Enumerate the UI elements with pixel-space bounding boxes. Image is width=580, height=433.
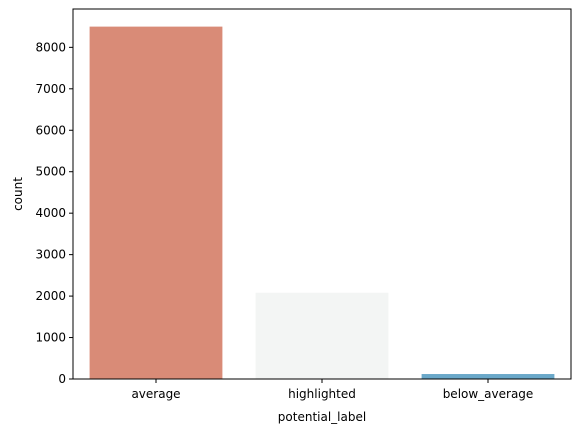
y-axis-ticks: 0 1000 2000 3000 4000 5000 6000 7000 8000 (35, 40, 73, 386)
bars-group (89, 26, 555, 379)
y-tick-label: 6000 (35, 123, 66, 137)
x-tick-label: below_average (443, 387, 534, 401)
y-tick-label: 4000 (35, 206, 66, 220)
bar-average (89, 26, 223, 379)
x-tick-label: highlighted (288, 387, 356, 401)
y-tick-label: 8000 (35, 40, 66, 54)
y-tick-label: 1000 (35, 331, 66, 345)
y-tick-label: 3000 (35, 248, 66, 262)
x-axis-ticks: average highlighted below_average (131, 379, 533, 401)
y-tick-label: 2000 (35, 289, 66, 303)
bar-below_average (421, 374, 555, 379)
y-tick-label: 5000 (35, 165, 66, 179)
y-tick-label: 0 (58, 372, 66, 386)
bar-highlighted (255, 292, 389, 379)
y-axis-title: count (11, 177, 25, 211)
plot-frame (72, 8, 572, 380)
x-tick-label: average (131, 387, 180, 401)
y-tick-label: 7000 (35, 82, 66, 96)
x-axis-title: potential_label (278, 410, 366, 424)
